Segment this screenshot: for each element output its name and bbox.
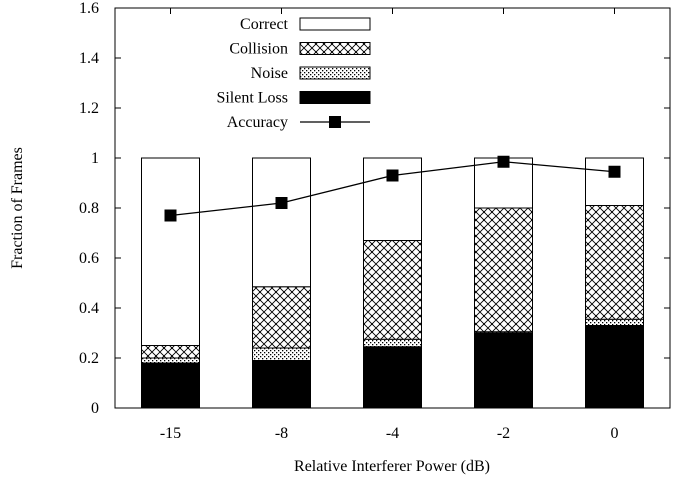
- x-tick-label--8: -8: [275, 425, 288, 442]
- legend-label-correct: Correct: [240, 16, 289, 33]
- y-tick-label: 0: [91, 400, 99, 417]
- x-tick-label--2: -2: [497, 425, 510, 442]
- accuracy-point--4: [386, 169, 399, 182]
- bar-noise--4: [363, 338, 422, 348]
- bar-correct-0: [585, 157, 644, 206]
- accuracy-point--15: [164, 209, 177, 222]
- bar-silent-loss-0: [585, 325, 644, 409]
- y-tick-label: 1.6: [79, 0, 99, 17]
- bar-collision--15: [141, 345, 200, 359]
- y-tick-label: 1.4: [79, 50, 99, 67]
- x-axis-label: Relative Interferer Power (dB): [294, 458, 490, 475]
- legend-swatch-collision: [299, 42, 371, 55]
- y-tick-label: 0.6: [79, 250, 99, 267]
- bar-silent-loss--4: [363, 346, 422, 409]
- legend-label-collision: Collision: [229, 41, 288, 58]
- bar-collision--4: [363, 240, 422, 340]
- accuracy-point--8: [275, 197, 288, 209]
- bar-silent-loss--2: [474, 332, 533, 409]
- y-tick-label: 0.2: [79, 350, 99, 367]
- bar-correct--8: [252, 157, 311, 288]
- y-tick-label: 0.8: [79, 200, 99, 217]
- legend-label-noise: Noise: [251, 65, 288, 82]
- y-axis-ticks: 0 0.2 0.4 0.6 0.8 1 1.2 1.4 1.6: [79, 0, 670, 417]
- x-axis-ticks: -15 -8 -4 -2 0: [160, 8, 619, 442]
- x-tick-label--4: -4: [386, 425, 399, 442]
- x-tick-label-0: 0: [611, 425, 619, 442]
- bar-silent-loss--8: [252, 360, 311, 409]
- bar-collision--8: [252, 286, 311, 349]
- bar-noise-0: [585, 318, 644, 326]
- legend: Correct Collision Noise Silent Loss Accuracy: [216, 16, 371, 131]
- legend-swatch-correct: [299, 17, 371, 31]
- bar-collision-0: [585, 205, 644, 320]
- legend-marker-accuracy: [329, 116, 341, 128]
- y-tick-label: 1.2: [79, 100, 99, 117]
- bar-correct--15: [141, 157, 200, 346]
- bar-noise--15: [141, 357, 200, 364]
- accuracy-line-layer: [164, 155, 621, 222]
- legend-swatch-noise: [299, 66, 371, 80]
- accuracy-point-0: [608, 165, 621, 178]
- y-axis-label: Fraction of Frames: [9, 147, 26, 269]
- x-tick-label--15: -15: [160, 425, 181, 442]
- y-tick-label: 1: [91, 150, 99, 167]
- y-tick-label: 0.4: [79, 300, 99, 317]
- legend-swatch-silent-loss: [299, 91, 371, 104]
- legend-label-silent-loss: Silent Loss: [216, 90, 288, 107]
- bar-noise--8: [252, 347, 311, 361]
- legend-label-accuracy: Accuracy: [227, 114, 288, 131]
- bars-layer: [141, 157, 644, 409]
- accuracy-point--2: [497, 155, 510, 168]
- bar-silent-loss--15: [141, 362, 200, 409]
- bar-collision--2: [474, 207, 533, 333]
